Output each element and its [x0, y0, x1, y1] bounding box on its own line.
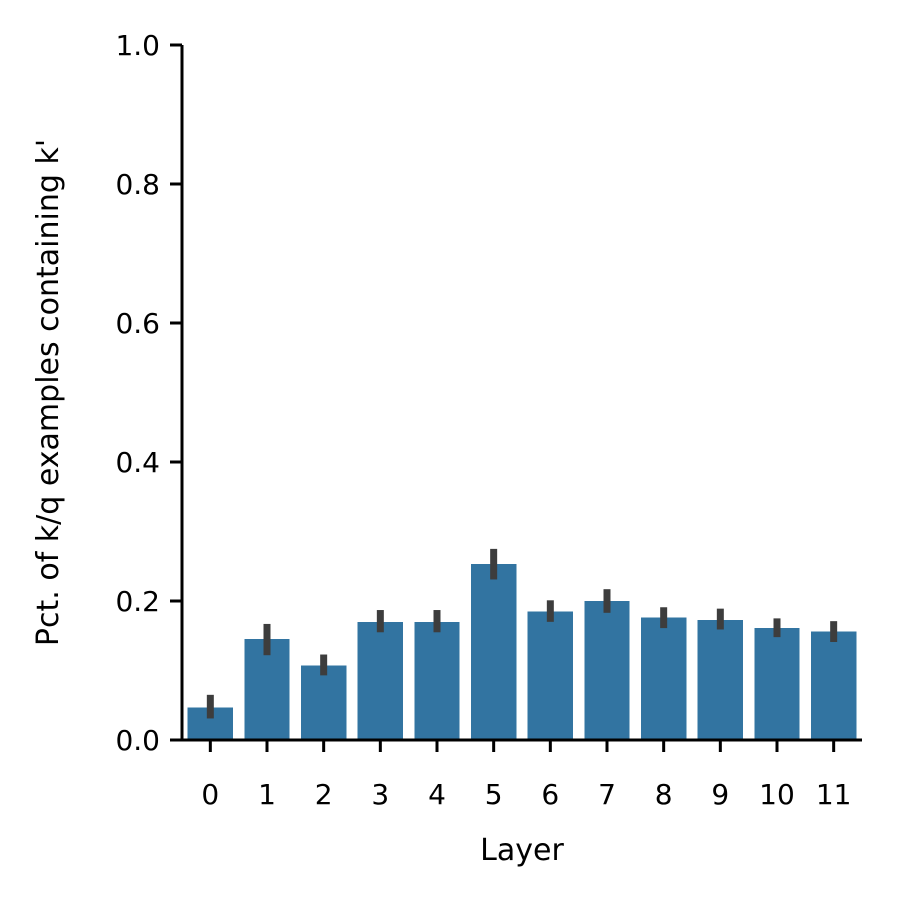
bar-layer-7 — [584, 601, 630, 740]
x-tick-label: 0 — [201, 778, 219, 811]
x-tick-label: 8 — [655, 778, 673, 811]
x-tick-label: 10 — [759, 778, 795, 811]
bar-layer-11 — [811, 631, 857, 740]
x-tick-label: 6 — [541, 778, 559, 811]
x-tick-label: 11 — [816, 778, 852, 811]
y-tick-label: 0.4 — [115, 446, 160, 479]
x-tick-label: 1 — [258, 778, 276, 811]
x-axis-label: Layer — [480, 833, 564, 868]
bar-layer-6 — [527, 611, 573, 740]
bar-layer-5 — [471, 564, 517, 740]
bar-layer-4 — [414, 621, 460, 740]
bar-layer-2 — [301, 665, 347, 740]
y-tick-label: 1.0 — [115, 29, 160, 62]
bar-layer-3 — [357, 621, 403, 740]
y-tick-label: 0.6 — [115, 307, 160, 340]
x-tick-label: 2 — [315, 778, 333, 811]
error-bars-group — [206, 548, 838, 719]
bar-layer-10 — [754, 628, 800, 740]
x-tick-label: 7 — [598, 778, 616, 811]
bars-group — [187, 564, 857, 740]
y-ticks-group: 0.0 0.2 0.4 0.6 0.8 1.0 — [115, 29, 182, 757]
y-tick-label: 0.2 — [115, 585, 160, 618]
x-tick-label: 9 — [711, 778, 729, 811]
y-axis-label: Pct. of k/q examples containing k' — [31, 139, 66, 646]
bar-layer-9 — [697, 619, 743, 740]
x-ticks-group: 0 1 2 3 4 5 6 7 8 9 10 11 — [201, 740, 851, 811]
x-tick-label: 5 — [485, 778, 503, 811]
x-tick-label: 4 — [428, 778, 446, 811]
y-tick-label: 0.0 — [115, 724, 160, 757]
x-tick-label: 3 — [371, 778, 389, 811]
y-tick-label: 0.8 — [115, 168, 160, 201]
bar-layer-1 — [244, 639, 290, 740]
bar-layer-8 — [641, 617, 687, 740]
